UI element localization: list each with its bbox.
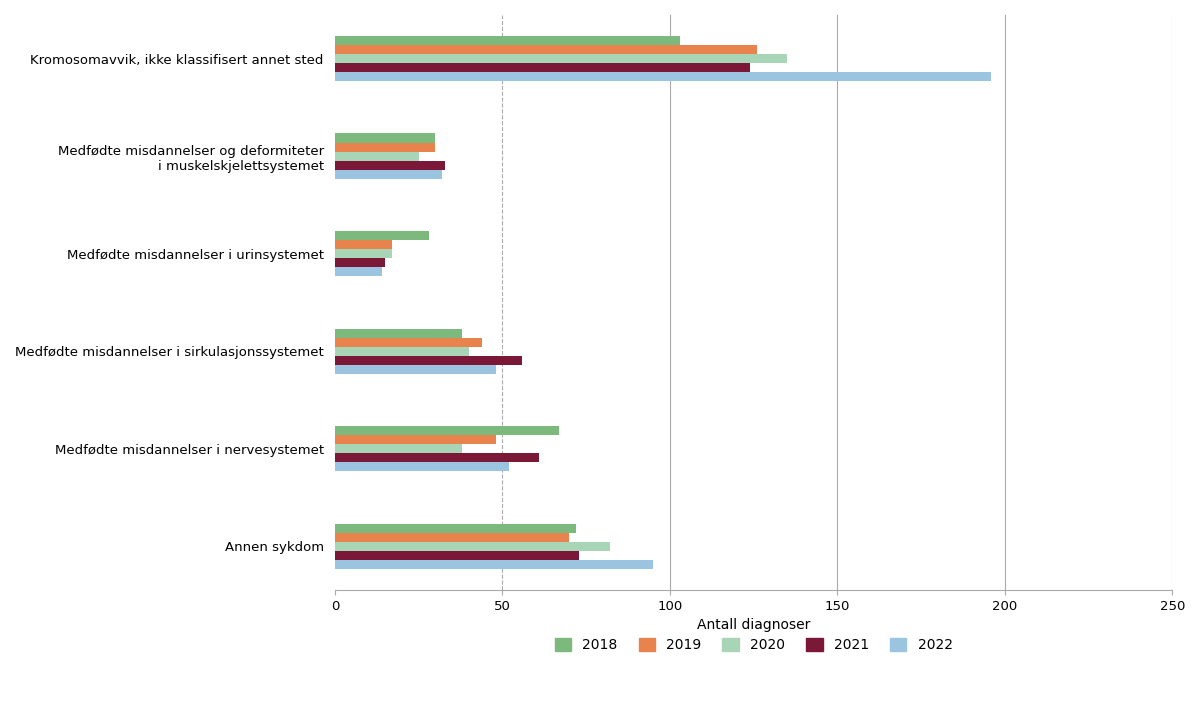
Legend: 2018, 2019, 2020, 2021, 2022: 2018, 2019, 2020, 2021, 2022 — [550, 633, 958, 658]
X-axis label: Antall diagnoser: Antall diagnoser — [697, 618, 810, 632]
Bar — [335, 249, 392, 258]
Bar — [335, 347, 469, 356]
Bar — [335, 161, 445, 169]
Bar — [335, 133, 436, 142]
Bar — [335, 337, 482, 347]
Bar — [335, 533, 569, 542]
Bar — [335, 426, 559, 435]
Bar — [335, 365, 496, 374]
Bar — [335, 444, 462, 454]
Bar — [335, 356, 522, 365]
Bar — [335, 169, 442, 179]
Bar — [335, 329, 462, 337]
Bar — [335, 45, 757, 54]
Bar — [335, 542, 610, 551]
Bar — [335, 72, 991, 81]
Bar — [335, 240, 392, 249]
Bar — [335, 267, 382, 276]
Bar — [335, 551, 580, 560]
Bar — [335, 142, 436, 152]
Bar — [335, 36, 680, 45]
Bar — [335, 560, 653, 569]
Bar — [335, 54, 787, 63]
Bar — [335, 258, 385, 267]
Bar — [335, 435, 496, 444]
Bar — [335, 231, 428, 240]
Bar — [335, 462, 509, 471]
Bar — [335, 63, 750, 72]
Bar — [335, 454, 539, 462]
Bar — [335, 524, 576, 533]
Bar — [335, 152, 419, 161]
